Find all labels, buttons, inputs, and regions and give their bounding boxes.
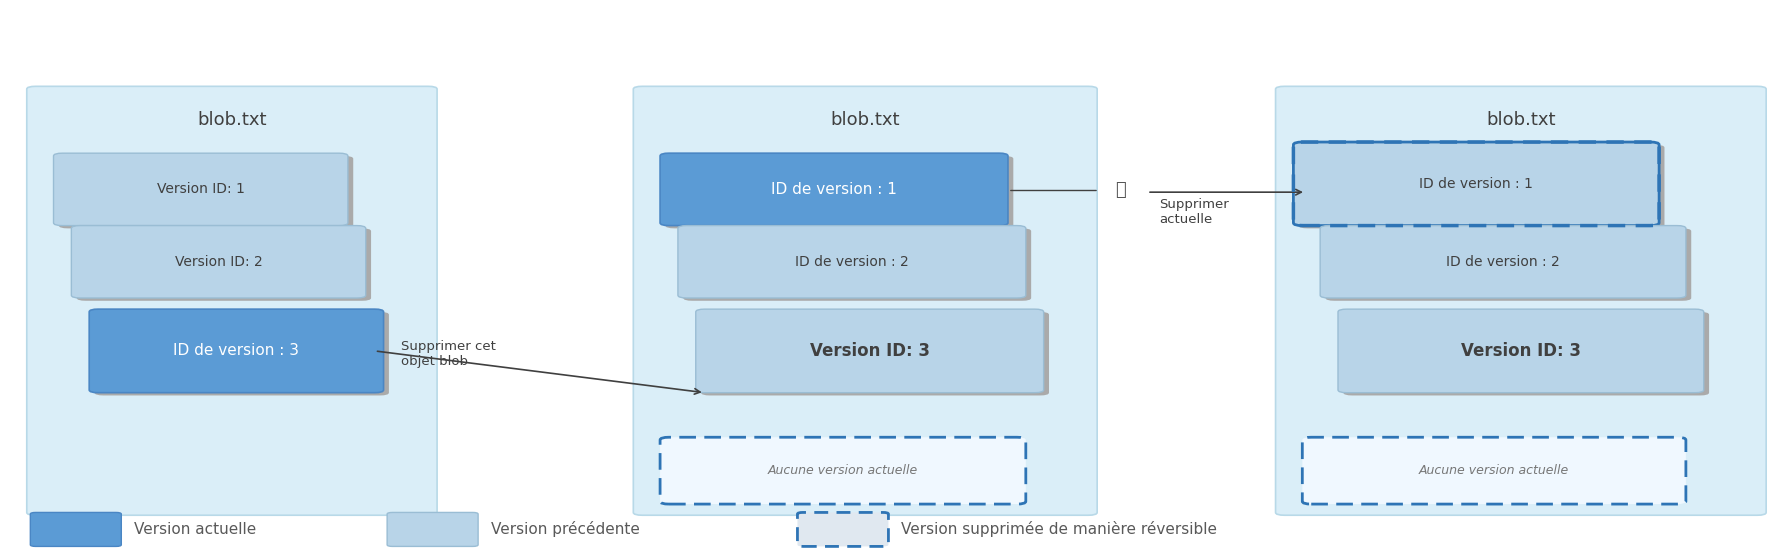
- Text: Version actuelle: Version actuelle: [134, 522, 257, 536]
- FancyBboxPatch shape: [683, 228, 1031, 301]
- Text: ID de version : 3: ID de version : 3: [173, 344, 300, 358]
- Text: Aucune version actuelle: Aucune version actuelle: [1418, 464, 1570, 477]
- Text: blob.txt: blob.txt: [198, 111, 266, 129]
- FancyBboxPatch shape: [678, 226, 1026, 298]
- FancyBboxPatch shape: [1302, 437, 1686, 504]
- Text: 🗑: 🗑: [1115, 182, 1126, 199]
- FancyBboxPatch shape: [89, 309, 384, 393]
- Text: ID de version : 2: ID de version : 2: [1447, 255, 1559, 269]
- FancyBboxPatch shape: [701, 312, 1049, 395]
- Text: blob.txt: blob.txt: [1486, 111, 1556, 129]
- Text: Supprimer
actuelle: Supprimer actuelle: [1160, 198, 1229, 226]
- FancyBboxPatch shape: [54, 153, 348, 226]
- FancyBboxPatch shape: [660, 153, 1008, 226]
- FancyBboxPatch shape: [387, 512, 478, 546]
- Text: Aucune version actuelle: Aucune version actuelle: [767, 464, 919, 477]
- FancyBboxPatch shape: [633, 86, 1097, 515]
- Text: Version ID: 2: Version ID: 2: [175, 255, 262, 269]
- FancyBboxPatch shape: [71, 226, 366, 298]
- FancyBboxPatch shape: [59, 156, 353, 228]
- Text: Supprimer cet
objet blob: Supprimer cet objet blob: [401, 340, 496, 368]
- FancyBboxPatch shape: [27, 86, 437, 515]
- Text: Version ID: 1: Version ID: 1: [157, 182, 244, 197]
- FancyBboxPatch shape: [1326, 228, 1691, 301]
- FancyBboxPatch shape: [660, 437, 1026, 504]
- Text: Version supprimée de manière réversible: Version supprimée de manière réversible: [901, 521, 1217, 537]
- FancyBboxPatch shape: [1343, 312, 1709, 395]
- FancyBboxPatch shape: [77, 228, 371, 301]
- FancyBboxPatch shape: [665, 156, 1013, 228]
- FancyBboxPatch shape: [1293, 142, 1659, 226]
- FancyBboxPatch shape: [1276, 86, 1766, 515]
- FancyBboxPatch shape: [1338, 309, 1704, 393]
- FancyBboxPatch shape: [1320, 226, 1686, 298]
- FancyBboxPatch shape: [1299, 145, 1664, 228]
- FancyBboxPatch shape: [696, 309, 1044, 393]
- FancyBboxPatch shape: [95, 312, 389, 395]
- Text: blob.txt: blob.txt: [831, 111, 899, 129]
- Text: Version ID: 3: Version ID: 3: [1461, 342, 1581, 360]
- FancyBboxPatch shape: [30, 512, 121, 546]
- Text: Version précédente: Version précédente: [491, 521, 639, 537]
- FancyBboxPatch shape: [797, 512, 888, 546]
- Text: ID de version : 1: ID de version : 1: [1420, 177, 1532, 191]
- Text: ID de version : 2: ID de version : 2: [796, 255, 908, 269]
- Text: ID de version : 1: ID de version : 1: [771, 182, 897, 197]
- Text: Version ID: 3: Version ID: 3: [810, 342, 929, 360]
